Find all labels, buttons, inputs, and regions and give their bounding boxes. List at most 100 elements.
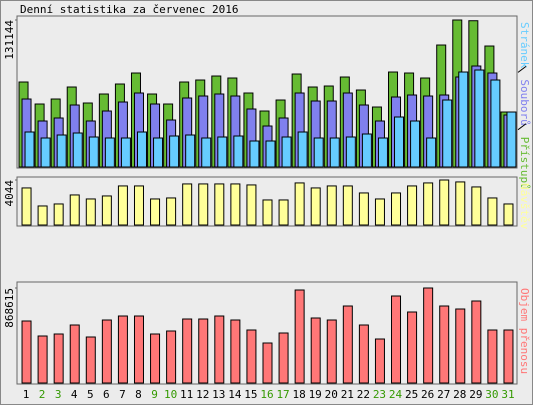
bar: [217, 136, 228, 168]
x-tick-label: 9: [151, 388, 158, 401]
bar: [361, 133, 372, 168]
bar: [394, 116, 405, 168]
x-tick-label: 13: [212, 388, 225, 401]
x-tick-label: 11: [180, 388, 193, 401]
x-tick-label: 8: [135, 388, 142, 401]
bar: [281, 136, 292, 168]
x-tick-label: 27: [437, 388, 450, 401]
x-tick-label: 1: [23, 388, 30, 401]
legend-label: Návštěv: [518, 183, 531, 230]
bar: [358, 192, 369, 226]
bar: [442, 99, 453, 168]
legend-label: Souborů: [518, 79, 531, 125]
bar: [262, 199, 273, 226]
bar: [423, 182, 434, 226]
bar: [342, 305, 353, 384]
bar: [104, 137, 115, 168]
bar: [297, 131, 308, 168]
bar: [182, 183, 193, 226]
chart-title: Denní statistika za červenec 2016: [20, 3, 239, 16]
panel: [16, 281, 518, 385]
legend-label: Přístupů: [518, 137, 531, 190]
bar: [249, 140, 260, 168]
bar: [278, 199, 289, 226]
bar: [230, 319, 241, 384]
bar: [278, 332, 289, 384]
bar: [88, 136, 99, 168]
x-tick-label: 10: [164, 388, 177, 401]
bar: [345, 136, 356, 168]
bar: [169, 135, 180, 168]
x-tick-label: 20: [325, 388, 338, 401]
y-tick-label: 868615: [3, 288, 16, 328]
bar: [214, 183, 225, 226]
x-tick-label: 25: [405, 388, 418, 401]
x-tick-label: 29: [469, 388, 482, 401]
bar: [150, 198, 161, 226]
x-tick-label: 18: [293, 388, 306, 401]
bar: [471, 300, 482, 384]
bar: [21, 187, 32, 226]
bar: [198, 183, 209, 226]
bar: [101, 195, 112, 226]
bar: [326, 185, 337, 226]
bar: [423, 287, 434, 384]
bar: [133, 315, 144, 384]
bar: [294, 289, 305, 384]
bar: [391, 295, 402, 384]
bar: [233, 135, 244, 168]
bar: [313, 137, 324, 168]
bar: [310, 187, 321, 226]
bar: [439, 179, 450, 226]
x-tick-label: 26: [421, 388, 434, 401]
bar: [214, 315, 225, 384]
x-tick-label: 4: [71, 388, 78, 401]
bar: [120, 137, 131, 168]
bar: [503, 329, 514, 384]
bar: [166, 197, 177, 226]
bar: [342, 185, 353, 226]
bar: [166, 330, 177, 384]
x-tick-label: 30: [485, 388, 498, 401]
bar: [407, 311, 418, 384]
bar: [21, 320, 32, 384]
bar: [182, 318, 193, 384]
bar: [326, 319, 337, 384]
x-tick-label: 2: [39, 388, 46, 401]
legend-separator: [517, 65, 527, 73]
y-tick-label: 131144: [3, 20, 16, 60]
x-tick-label: 7: [119, 388, 126, 401]
bar: [487, 329, 498, 384]
x-tick-label: 6: [103, 388, 110, 401]
bar: [24, 131, 35, 168]
bar: [490, 79, 501, 168]
bar: [265, 140, 276, 168]
bar: [40, 137, 51, 168]
bar: [310, 317, 321, 384]
bar: [101, 319, 112, 384]
bar: [329, 137, 340, 168]
bar: [153, 137, 164, 168]
bar: [407, 185, 418, 226]
bar: [37, 335, 48, 384]
bar: [458, 71, 469, 168]
bar: [69, 324, 80, 384]
bar: [455, 308, 466, 384]
bar: [201, 137, 212, 168]
bar: [53, 203, 64, 226]
x-tick-label: 14: [228, 388, 242, 401]
bar: [503, 203, 514, 226]
x-tick-label: 28: [453, 388, 466, 401]
bar: [53, 333, 64, 384]
bar: [262, 342, 273, 384]
x-tick-label: 19: [309, 388, 322, 401]
x-tick-label: 22: [357, 388, 370, 401]
bar: [150, 333, 161, 384]
x-tick-label: 12: [196, 388, 209, 401]
bar: [72, 132, 83, 168]
bar: [69, 194, 80, 226]
bar: [426, 137, 437, 168]
bar: [198, 318, 209, 384]
bar: [474, 69, 485, 168]
